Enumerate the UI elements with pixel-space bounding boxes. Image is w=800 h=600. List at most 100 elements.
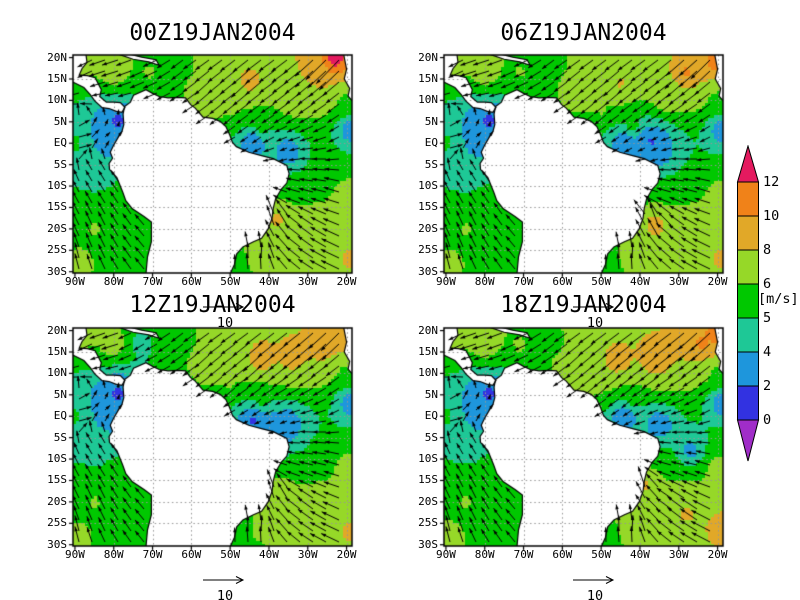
colorbar-segment — [737, 249, 759, 285]
lat-label: 15N — [47, 344, 67, 358]
lon-label: 60W — [181, 548, 202, 561]
lat-label: 20S — [418, 221, 438, 235]
lat-label: 10N — [47, 366, 67, 380]
ref-arrow-icon — [573, 576, 615, 584]
lon-label: 80W — [103, 548, 124, 561]
lat-label: 20N — [47, 323, 67, 337]
colorbar-segment — [737, 283, 759, 319]
lat-label: 20N — [47, 50, 67, 64]
ref-vector-label: 10 — [216, 588, 234, 600]
lon-label: 60W — [552, 548, 573, 561]
lat-label: 5S — [53, 157, 67, 171]
wind-map-canvas-06z — [439, 50, 728, 278]
lon-label: 80W — [103, 275, 124, 288]
lat-label: 25S — [47, 516, 67, 530]
lat-label: 10S — [418, 452, 438, 466]
colorbar-tick-label: 5 — [763, 310, 772, 326]
lat-label: 5N — [424, 114, 438, 128]
wind-map-canvas-18z — [439, 323, 728, 551]
panel-title-18z: 18Z19JAN2004 — [500, 292, 667, 318]
lat-label: 30S — [418, 537, 438, 551]
lat-label: 15S — [47, 473, 67, 487]
lat-label: 20N — [418, 323, 438, 337]
lon-label: 60W — [181, 275, 202, 288]
lat-label: 5S — [53, 430, 67, 444]
ref-vector-06z: 10 — [572, 298, 618, 331]
ref-vector-label: 10 — [586, 588, 604, 600]
lon-label: 80W — [474, 275, 495, 288]
colorbar-segment — [737, 317, 759, 353]
lon-label: 50W — [220, 275, 241, 288]
lon-label: 70W — [142, 548, 163, 561]
lat-label: 30S — [47, 537, 67, 551]
lon-label: 90W — [436, 548, 456, 561]
lon-label: 80W — [474, 548, 495, 561]
lat-label: 5S — [424, 157, 438, 171]
lon-label: 40W — [259, 275, 279, 288]
lon-label: 50W — [591, 548, 612, 561]
lat-label: 20S — [47, 221, 67, 235]
lon-label: 90W — [65, 548, 85, 561]
lat-label: 10N — [418, 93, 438, 107]
panel-title-06z: 06Z19JAN2004 — [500, 20, 667, 46]
colorbar-under-triangle — [736, 419, 760, 462]
lon-label: 30W — [668, 548, 689, 561]
lon-label: 20W — [707, 275, 728, 288]
lat-label: 10N — [47, 93, 67, 107]
lon-label: 30W — [297, 275, 318, 288]
lon-label: 30W — [297, 548, 318, 561]
colorbar-segment — [737, 351, 759, 387]
lon-label: 40W — [630, 275, 650, 288]
colorbar-tick-label: 12 — [763, 174, 780, 190]
colorbar-over-triangle — [736, 144, 760, 183]
ref-vector-12z: 10 — [202, 571, 248, 600]
lat-label: 5N — [53, 387, 67, 401]
lon-label: 20W — [707, 548, 728, 561]
lat-label: EQ — [53, 136, 67, 150]
lon-label: 40W — [259, 548, 279, 561]
ref-arrow-icon — [573, 303, 615, 311]
colorbar-tick-label: 6 — [763, 276, 772, 292]
lat-label: 10S — [418, 179, 438, 193]
lon-label: 70W — [142, 275, 163, 288]
ref-arrow-icon — [203, 303, 245, 311]
lat-label: 25S — [47, 243, 67, 257]
ref-vector-18z: 10 — [572, 571, 618, 600]
colorbar-tick-label: 10 — [763, 208, 780, 224]
colorbar-segment — [737, 181, 759, 217]
lat-label: EQ — [424, 136, 438, 150]
colorbar-segment — [737, 215, 759, 251]
panel-title-12z: 12Z19JAN2004 — [129, 292, 296, 318]
lat-label: 10N — [418, 366, 438, 380]
lon-label: 50W — [591, 275, 612, 288]
lon-label: 60W — [552, 275, 573, 288]
lat-label: 10S — [47, 179, 67, 193]
lon-label: 90W — [65, 275, 85, 288]
lat-label: 5N — [424, 387, 438, 401]
wind-map-canvas-12z — [68, 323, 357, 551]
lon-label: 90W — [436, 275, 456, 288]
colorbar-tick-label: 8 — [763, 242, 772, 258]
ref-vector-label: 10 — [216, 315, 234, 331]
lat-label: 5S — [424, 430, 438, 444]
lon-label: 50W — [220, 548, 241, 561]
ref-vector-00z: 10 — [202, 298, 248, 331]
lat-label: 15N — [47, 71, 67, 85]
lat-label: 30S — [418, 264, 438, 278]
lat-label: 15S — [47, 200, 67, 214]
lat-label: 15S — [418, 473, 438, 487]
lat-label: 30S — [47, 264, 67, 278]
colorbar — [736, 144, 760, 467]
lon-label: 40W — [630, 548, 650, 561]
lat-label: 10S — [47, 452, 67, 466]
lat-label: EQ — [53, 409, 67, 423]
lon-label: 30W — [668, 275, 689, 288]
lat-label: 20S — [418, 494, 438, 508]
lat-label: 15S — [418, 200, 438, 214]
colorbar-tick-label: 0 — [763, 412, 772, 428]
colorbar-unit-label: [m/s] — [758, 291, 799, 307]
wind-map-canvas-00z — [68, 50, 357, 278]
lon-label: 70W — [513, 275, 534, 288]
colorbar-tick-label: 2 — [763, 378, 772, 394]
